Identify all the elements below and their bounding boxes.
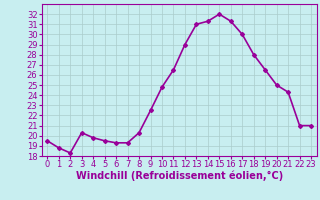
X-axis label: Windchill (Refroidissement éolien,°C): Windchill (Refroidissement éolien,°C) — [76, 171, 283, 181]
